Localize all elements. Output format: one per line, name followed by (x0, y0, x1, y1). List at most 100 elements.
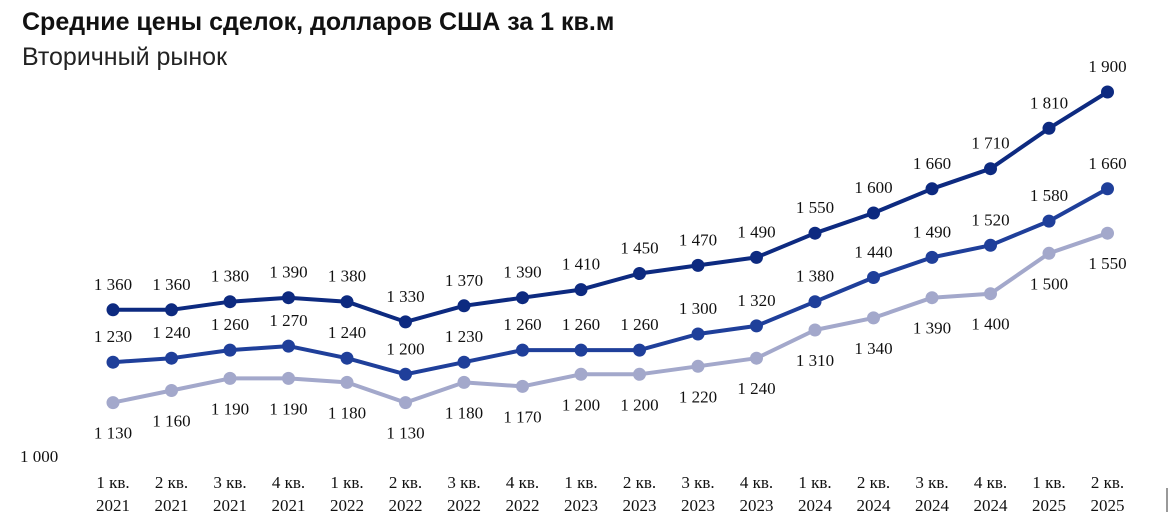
data-point (750, 351, 763, 365)
data-point (808, 323, 822, 337)
x-tick-label: 1 кв. 2025 (1032, 473, 1066, 515)
data-label: 1 130 (386, 424, 424, 443)
data-point (691, 359, 705, 373)
data-label: 1 900 (1088, 57, 1126, 76)
data-point (516, 343, 529, 357)
data-label: 1 410 (562, 255, 600, 274)
x-tick-label: 4 кв. 2024 (974, 473, 1009, 515)
data-label: 1 330 (386, 287, 424, 306)
data-point (808, 295, 822, 309)
data-point (750, 319, 763, 333)
data-label: 1 200 (562, 395, 600, 414)
data-point (106, 355, 120, 369)
x-tick-label: 2 кв. 2022 (389, 473, 423, 515)
data-point (399, 367, 412, 381)
data-point (399, 315, 412, 329)
x-tick-label: 3 кв. 2021 (213, 473, 247, 515)
data-label: 1 310 (796, 351, 834, 370)
data-point (1101, 226, 1114, 240)
data-point (691, 327, 705, 341)
data-label: 1 240 (152, 323, 190, 342)
data-point (633, 267, 646, 280)
data-label: 1 490 (737, 222, 775, 241)
data-point (106, 396, 120, 410)
series-1-line (113, 90, 1109, 324)
data-label: 1 170 (503, 407, 541, 426)
series-3-line (112, 231, 1109, 405)
x-tick-label: 2 кв. 2023 (623, 473, 657, 515)
data-point (633, 343, 646, 357)
data-point (165, 384, 178, 397)
data-label: 1 230 (445, 327, 483, 346)
data-label: 1 190 (211, 399, 249, 418)
data-point (165, 351, 178, 365)
data-point (984, 287, 997, 301)
data-label: 1 660 (1088, 154, 1126, 173)
data-label: 1 240 (737, 379, 775, 398)
data-point (867, 206, 880, 220)
data-point (574, 283, 588, 297)
x-tick-label: 4 кв. 2023 (740, 473, 774, 515)
x-tick-label: 4 кв. 2022 (506, 473, 540, 515)
x-tick-label: 2 кв. 2021 (155, 473, 189, 515)
data-label: 1 200 (386, 339, 424, 358)
data-point (984, 162, 997, 176)
data-label: 1 270 (269, 311, 307, 330)
data-point (633, 367, 646, 381)
x-tick-label: 1 кв. 2024 (798, 473, 833, 515)
x-tick-label: 1 кв. 2022 (330, 473, 364, 515)
data-point (1101, 85, 1114, 99)
data-label: 1 390 (269, 263, 307, 282)
data-point (574, 343, 588, 357)
data-point (340, 351, 354, 365)
data-label: 1 490 (913, 222, 951, 241)
data-label: 1 380 (328, 267, 366, 286)
data-point (1042, 121, 1056, 135)
data-label: 1 260 (620, 315, 658, 334)
x-tick-label: 2 кв. 2024 (857, 473, 892, 515)
data-point (223, 343, 237, 357)
data-label: 1 550 (796, 198, 834, 217)
data-label: 1 130 (94, 424, 132, 443)
series-layer: 1 360 1 360 1 380 1 390 1 380 1 330 1 370 1 390… (94, 57, 1127, 443)
data-label: 1 180 (328, 403, 366, 422)
chart-title: Средние цены сделок, долларов США за 1 к… (22, 8, 615, 36)
data-label: 1 360 (94, 275, 132, 294)
data-point (282, 339, 295, 353)
data-label: 1 180 (445, 403, 483, 422)
x-tick-label: 2 кв. 2025 (1091, 473, 1125, 515)
data-label: 1 390 (503, 263, 541, 282)
data-point (750, 250, 763, 264)
data-point (925, 182, 939, 196)
data-point (223, 295, 237, 309)
data-label: 1 380 (796, 267, 834, 286)
x-tick-label: 1 кв. 2023 (564, 473, 598, 515)
data-label: 1 230 (94, 327, 132, 346)
data-label: 1 340 (854, 339, 892, 358)
data-point (867, 311, 880, 325)
data-point (282, 291, 295, 305)
data-label: 1 580 (1030, 186, 1068, 205)
data-point (867, 271, 880, 284)
data-point (340, 295, 354, 309)
data-point (1042, 214, 1056, 228)
data-point (457, 375, 471, 389)
series-2: 1 230 1 240 1 260 1 270 1 240 1 200 1 230 1 260… (94, 154, 1127, 381)
data-point (165, 303, 178, 317)
x-axis-ticks: 1 кв. 2021 2 кв. 2021 3 кв. 2021 4 кв. 2021 1 кв… (96, 473, 1125, 515)
data-point (1042, 246, 1056, 260)
data-label: 1 470 (679, 230, 717, 249)
data-point (399, 396, 412, 410)
series-1: 1 360 1 360 1 380 1 390 1 380 1 330 1 370 1 390… (94, 57, 1127, 329)
data-point (106, 303, 120, 317)
data-point (516, 379, 529, 393)
data-label: 1 240 (328, 323, 366, 342)
data-point (925, 291, 939, 305)
data-label: 1 260 (211, 315, 249, 334)
data-label: 1 520 (971, 210, 1009, 229)
data-label: 1 370 (445, 271, 483, 290)
data-point (691, 258, 705, 272)
data-label: 1 380 (211, 267, 249, 286)
data-point (984, 238, 997, 252)
